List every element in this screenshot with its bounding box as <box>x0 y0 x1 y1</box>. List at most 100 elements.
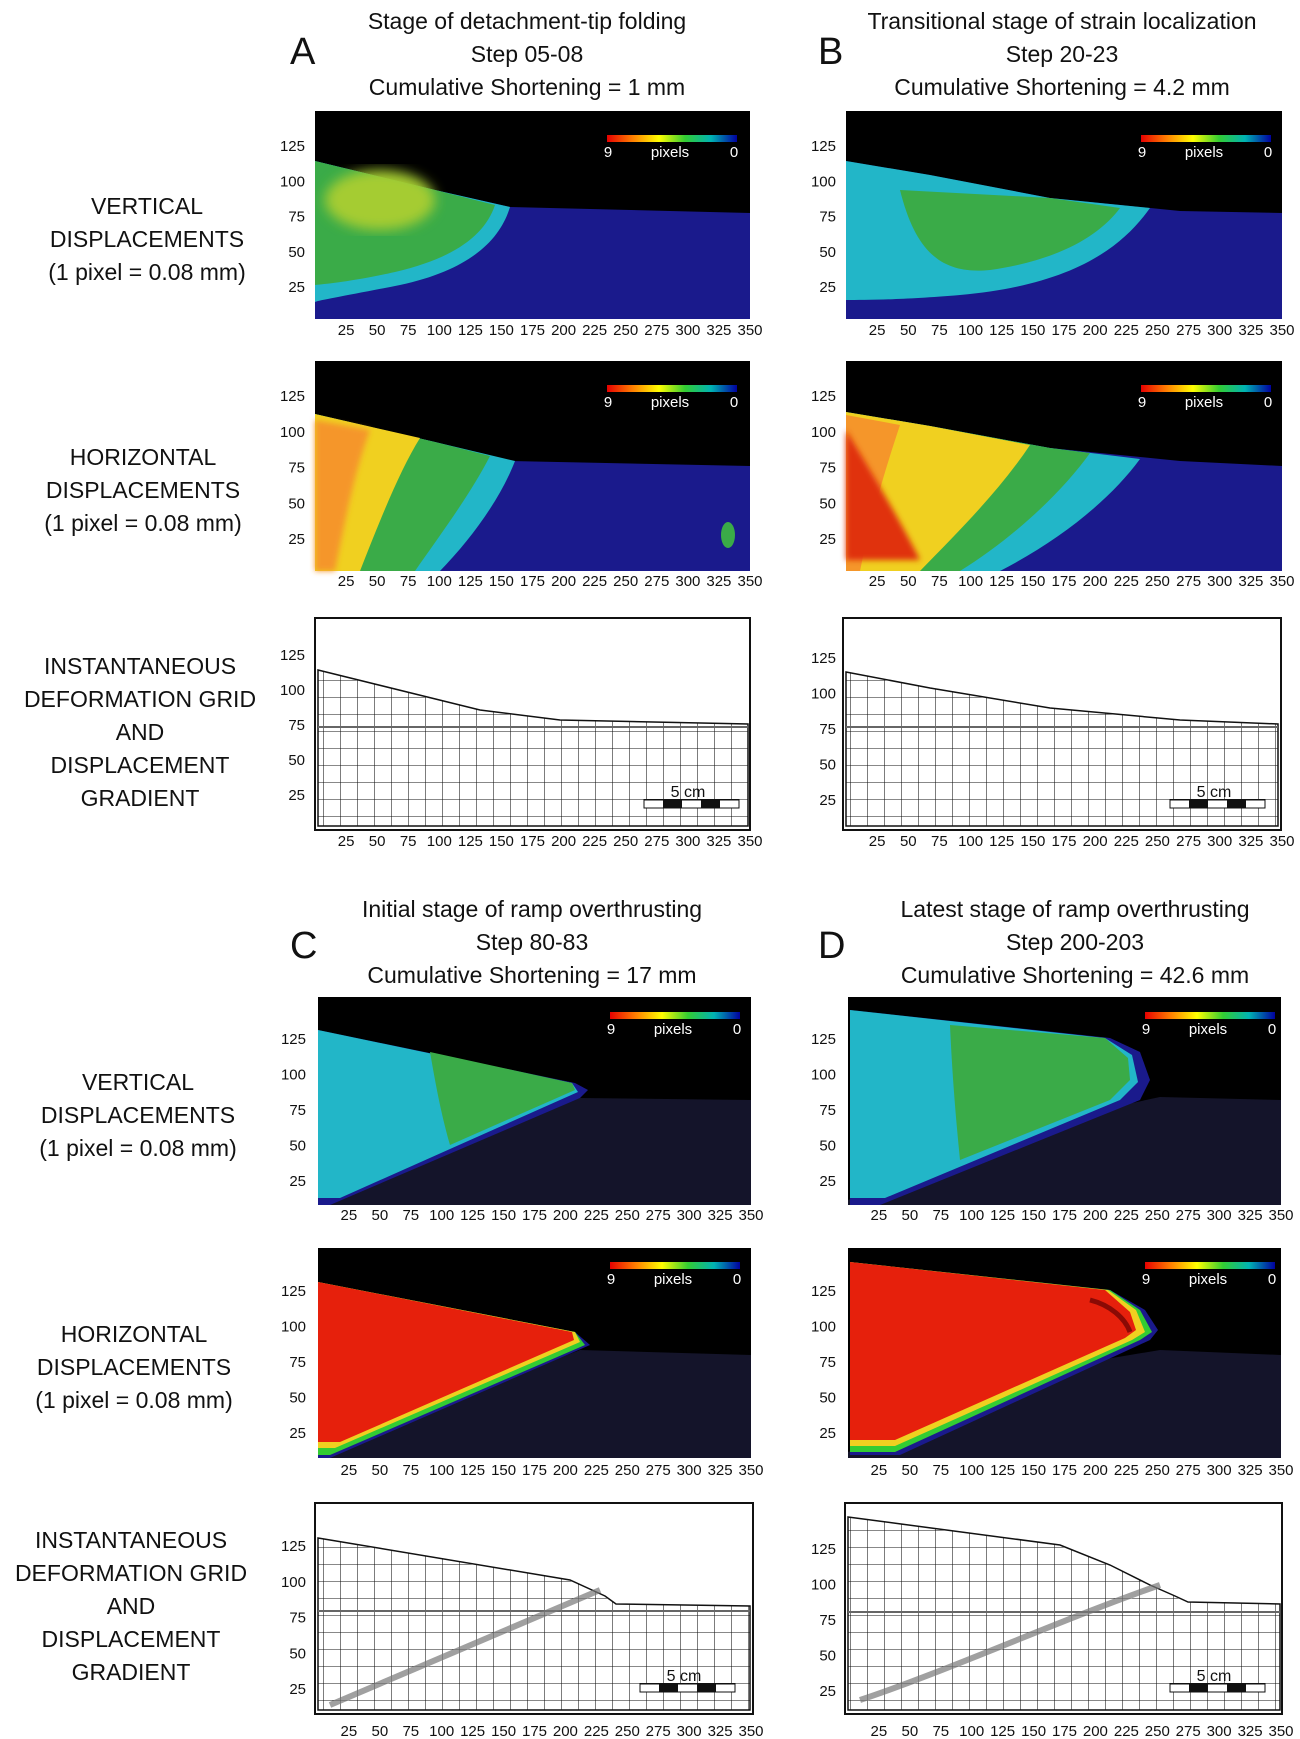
x-tick-label: 200 <box>1083 1462 1108 1479</box>
x-tick-label: 150 <box>1020 573 1045 590</box>
panel-A-grid: 5 cm <box>314 617 751 831</box>
x-tick-label: 75 <box>400 322 417 339</box>
x-tick-label: 25 <box>341 1207 358 1224</box>
scale-bar: 5 cm <box>639 1668 736 1693</box>
row-label-horizontal-A-1: HORIZONTAL <box>70 444 217 470</box>
panel-header-B: B Transitional stage of strain localizat… <box>818 8 1257 100</box>
y-tick-label: 25 <box>288 279 305 296</box>
x-tick-label: 325 <box>708 1462 733 1479</box>
y-tick-label: 100 <box>280 682 305 699</box>
y-tick-label: 100 <box>811 1319 836 1336</box>
row-label-grid-A-1: INSTANTANEOUS <box>44 653 236 679</box>
x-tick-label: 300 <box>1207 573 1232 590</box>
row-label-vertical-A-2: DISPLACEMENTS <box>50 226 244 252</box>
scale-bar-label: 5 cm <box>1197 1668 1232 1685</box>
colorbar-max: 9 <box>604 394 612 411</box>
x-tick-label: 100 <box>429 1462 454 1479</box>
x-tick-label: 325 <box>706 322 731 339</box>
x-tick-label: 150 <box>489 322 514 339</box>
sand-body <box>848 1350 1281 1458</box>
x-tick-label: 350 <box>738 1462 763 1479</box>
x-tick-label: 25 <box>869 833 886 850</box>
colorbar <box>607 385 737 392</box>
x-tick-label: 25 <box>869 573 886 590</box>
x-tick-label: 25 <box>338 573 355 590</box>
x-tick-label: 100 <box>959 1462 984 1479</box>
panel-B-vertical: 9 pixels 0 <box>846 111 1282 319</box>
y-tick-label: 100 <box>811 424 836 441</box>
y-tick-label: 100 <box>811 173 836 190</box>
row-label-grid-C-4: DISPLACEMENT <box>42 1626 221 1652</box>
row-labels: VERTICAL DISPLACEMENTS (1 pixel = 0.08 m… <box>15 193 256 1685</box>
y-tick-label: 50 <box>288 495 305 512</box>
colorbar-min: 0 <box>1268 1271 1276 1288</box>
x-tick-label: 100 <box>958 833 983 850</box>
x-tick-label: 350 <box>737 322 762 339</box>
row-label-horizontal-A-2: DISPLACEMENTS <box>46 477 240 503</box>
scale-bar-segment <box>1189 800 1208 808</box>
colorbar-unit: pixels <box>1185 394 1223 411</box>
colorbar-unit: pixels <box>1185 144 1223 161</box>
y-tick-label: 75 <box>819 209 836 226</box>
x-tick-label: 50 <box>369 573 386 590</box>
x-tick-label: 225 <box>1114 322 1139 339</box>
x-tick-label: 25 <box>871 1723 888 1739</box>
panel-D-grid: 5 cm <box>844 1502 1283 1715</box>
y-tick-label: 50 <box>289 1645 306 1662</box>
x-tick-label: 125 <box>990 1462 1015 1479</box>
x-tick-label: 75 <box>931 573 948 590</box>
scale-bar: 5 cm <box>643 784 740 809</box>
x-tick-label: 275 <box>1176 1207 1201 1224</box>
x-tick-label: 250 <box>615 1207 640 1224</box>
x-tick-label: 300 <box>675 573 700 590</box>
x-tick-label: 75 <box>400 573 417 590</box>
x-tick-label: 250 <box>1145 573 1170 590</box>
y-tick-label: 50 <box>819 244 836 261</box>
x-tick-label: 125 <box>458 573 483 590</box>
axes: 25 50 75 100 125 150 175 200 225 250 275 300 325 3502… <box>280 138 1295 1739</box>
stage-title-A: Stage of detachment-tip folding <box>368 8 686 34</box>
scale-bar-segment <box>1227 800 1246 808</box>
x-tick-label: 250 <box>1145 322 1170 339</box>
x-tick-label: 225 <box>1114 1462 1139 1479</box>
x-tick-label: 75 <box>402 1462 419 1479</box>
colorbar-unit: pixels <box>1189 1271 1227 1288</box>
y-tick-label: 50 <box>288 752 305 769</box>
scale-bar-frame <box>1169 1683 1266 1693</box>
scale-bar-segment <box>701 800 720 808</box>
colorbar <box>610 1262 740 1269</box>
x-tick-label: 125 <box>460 1462 485 1479</box>
shortening-D: Cumulative Shortening = 42.6 mm <box>901 962 1249 988</box>
y-tick-label: 125 <box>281 1283 306 1300</box>
y-tick-label: 25 <box>819 1683 836 1700</box>
y-tick-label: 100 <box>811 1067 836 1084</box>
x-tick-label: 250 <box>1145 1207 1170 1224</box>
panel-A-vertical: 9 pixels 0 <box>315 111 750 319</box>
x-tick-label: 350 <box>1269 573 1294 590</box>
scale-bar-frame <box>639 1683 736 1693</box>
x-tick-label: 300 <box>677 1207 702 1224</box>
x-tick-label: 200 <box>551 833 576 850</box>
x-tick-label: 125 <box>990 1207 1015 1224</box>
y-tick-label: 50 <box>819 1648 836 1665</box>
x-tick-label: 275 <box>1176 1723 1201 1739</box>
y-tick-label: 125 <box>811 1283 836 1300</box>
x-tick-label: 325 <box>706 573 731 590</box>
x-tick-label: 300 <box>677 1723 702 1739</box>
x-tick-label: 125 <box>989 322 1014 339</box>
colorbar <box>607 135 737 142</box>
scale-bar: 5 cm <box>1169 784 1266 809</box>
colorbar-unit: pixels <box>651 394 689 411</box>
y-tick-label: 125 <box>811 650 836 667</box>
colorbar-max: 9 <box>1138 144 1146 161</box>
x-tick-label: 250 <box>613 322 638 339</box>
panel-C-horizontal: 9 pixels 0 <box>318 1248 751 1458</box>
shear-zone <box>328 1587 602 1708</box>
x-tick-label: 225 <box>584 1207 609 1224</box>
step-A: Step 05-08 <box>471 41 584 67</box>
x-tick-label: 300 <box>675 833 700 850</box>
x-tick-label: 150 <box>1021 1462 1046 1479</box>
colorbar-max: 9 <box>1142 1271 1150 1288</box>
x-tick-label: 75 <box>931 833 948 850</box>
